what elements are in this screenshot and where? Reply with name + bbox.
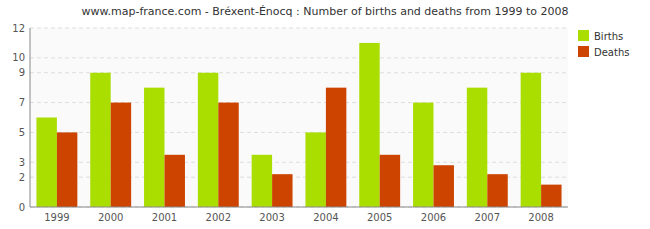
y-grid bbox=[30, 28, 568, 207]
x-tick-label: 2002 bbox=[206, 212, 231, 223]
legend: Births Deaths bbox=[578, 30, 629, 58]
bar bbox=[272, 174, 292, 207]
bar bbox=[111, 103, 131, 207]
y-axis-line bbox=[30, 28, 31, 207]
bar bbox=[521, 73, 541, 207]
x-tick-label: 2007 bbox=[475, 212, 500, 223]
x-tick-label: 2000 bbox=[98, 212, 123, 223]
grid-line bbox=[30, 28, 568, 29]
bar bbox=[36, 118, 56, 208]
bar bbox=[144, 88, 164, 207]
bar bbox=[90, 73, 110, 207]
x-tick-label: 2006 bbox=[421, 212, 446, 223]
x-tick-label: 1999 bbox=[44, 212, 69, 223]
bar bbox=[541, 185, 561, 207]
legend-swatch bbox=[578, 46, 589, 57]
x-axis-line bbox=[30, 207, 568, 208]
y-tick-label: 0 bbox=[19, 202, 25, 213]
bar bbox=[198, 73, 218, 207]
bar bbox=[434, 165, 454, 207]
legend-label: Births bbox=[594, 31, 623, 42]
bars bbox=[36, 43, 561, 207]
y-tick-label: 2 bbox=[19, 172, 25, 183]
legend-swatch bbox=[578, 30, 589, 41]
bar bbox=[252, 155, 272, 207]
x-tick-label: 2004 bbox=[313, 212, 338, 223]
x-tick-label: 2008 bbox=[528, 212, 553, 223]
title: www.map-france.com - Bréxent-Énocq : Num… bbox=[82, 5, 569, 18]
bar bbox=[305, 132, 325, 207]
bar bbox=[165, 155, 185, 207]
bar bbox=[57, 132, 77, 207]
x-tick-label: 2005 bbox=[367, 212, 392, 223]
chart: www.map-france.com - Bréxent-Énocq : Num… bbox=[0, 0, 650, 229]
grid-line bbox=[30, 57, 568, 58]
plot-area bbox=[30, 28, 568, 207]
bar bbox=[413, 103, 433, 207]
legend-label: Deaths bbox=[594, 47, 629, 58]
y-tick-label: 5 bbox=[19, 127, 25, 138]
y-tick-label: 10 bbox=[12, 52, 25, 63]
y-tick-label: 3 bbox=[19, 157, 25, 168]
bar bbox=[487, 174, 507, 207]
chart-container: www.map-france.com - Bréxent-Énocq : Num… bbox=[0, 0, 650, 229]
bar bbox=[359, 43, 379, 207]
bar bbox=[218, 103, 238, 207]
bar bbox=[467, 88, 487, 207]
bar bbox=[326, 88, 346, 207]
x-tick-label: 2003 bbox=[259, 212, 284, 223]
x-tick-label: 2001 bbox=[152, 212, 177, 223]
y-tick-label: 7 bbox=[19, 97, 25, 108]
y-tick-label: 9 bbox=[19, 67, 25, 78]
bar bbox=[380, 155, 400, 207]
y-tick-label: 12 bbox=[12, 23, 25, 34]
grid-line bbox=[30, 207, 568, 208]
